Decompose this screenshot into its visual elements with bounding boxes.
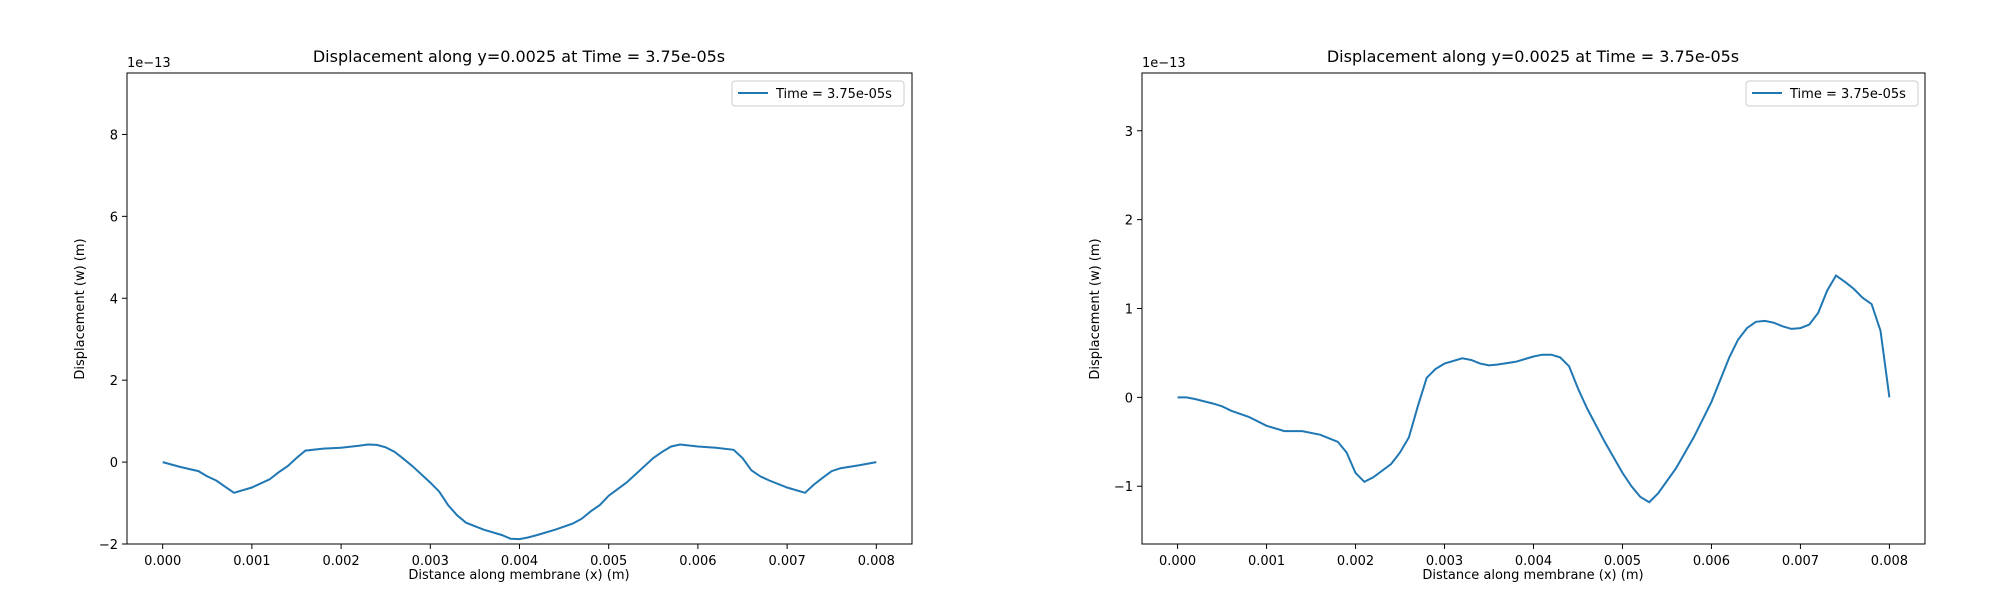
y-tick-label: 4 <box>110 292 118 307</box>
x-tick-label: 0.002 <box>322 554 359 569</box>
y-tick-label: 8 <box>110 128 118 143</box>
y-axis-label: Displacement (w) (m) <box>73 238 88 379</box>
x-tick-label: 0.000 <box>1159 554 1196 569</box>
y-tick-label: 0 <box>110 456 118 471</box>
y-tick-label: −1 <box>1114 480 1133 495</box>
chart-title: Displacement along y=0.0025 at Time = 3.… <box>313 47 725 66</box>
x-axis-label: Distance along membrane (x) (m) <box>408 568 629 583</box>
x-tick-label: 0.003 <box>412 554 449 569</box>
y-offset-label: 1e−13 <box>127 56 171 71</box>
chart-right: Displacement along y=0.0025 at Time = 3.… <box>1088 47 1926 583</box>
y-tick-label: 1 <box>1125 303 1133 318</box>
x-axis-label: Distance along membrane (x) (m) <box>1422 568 1643 583</box>
x-tick-label: 0.000 <box>144 554 181 569</box>
x-tick-label: 0.003 <box>1426 554 1463 569</box>
y-tick-label: 2 <box>110 374 118 389</box>
legend-box <box>1745 80 1919 107</box>
x-tick-label: 0.005 <box>590 554 627 569</box>
y-tick-label: 3 <box>1125 125 1133 140</box>
y-ticks: −2 0 2 4 6 8 <box>99 128 127 553</box>
x-tick-label: 0.006 <box>679 554 716 569</box>
x-tick-label: 0.007 <box>769 554 806 569</box>
y-tick-label: −2 <box>99 538 118 553</box>
x-tick-label: 0.008 <box>858 554 895 569</box>
y-tick-label: 0 <box>1125 391 1133 406</box>
x-tick-label: 0.005 <box>1604 554 1641 569</box>
y-ticks: −1 0 1 2 3 <box>1114 125 1142 495</box>
x-tick-label: 0.007 <box>1782 554 1819 569</box>
plot-frame <box>126 72 913 545</box>
x-tick-label: 0.006 <box>1693 554 1730 569</box>
y-offset-label: 1e−13 <box>1142 56 1186 71</box>
y-axis-label-group: Displacement (w) (m) <box>73 238 88 379</box>
plot-frame <box>1141 72 1926 545</box>
legend: Time = 3.75e-05s <box>731 80 905 107</box>
y-axis-label-group: Displacement (w) (m) <box>1088 238 1103 379</box>
x-tick-label: 0.004 <box>501 554 538 569</box>
legend-label: Time = 3.75e-05s <box>775 87 892 102</box>
legend: Time = 3.75e-05s <box>1745 80 1919 107</box>
x-tick-label: 0.001 <box>1248 554 1285 569</box>
series-line <box>1177 274 1891 504</box>
x-ticks: 0.000 0.001 0.002 0.003 0.004 0.005 0.006 0.007… <box>1159 544 1908 569</box>
x-tick-label: 0.004 <box>1515 554 1552 569</box>
x-tick-label: 0.002 <box>1337 554 1374 569</box>
y-tick-label: 6 <box>110 210 118 225</box>
chart-left: Displacement along y=0.0025 at Time = 3.… <box>73 47 913 583</box>
x-tick-label: 0.008 <box>1871 554 1908 569</box>
x-ticks: 0.000 0.001 0.002 0.003 0.004 0.005 0.006 0.007… <box>144 544 895 569</box>
legend-box <box>731 80 905 107</box>
legend-label: Time = 3.75e-05s <box>1789 87 1906 102</box>
x-tick-label: 0.001 <box>233 554 270 569</box>
y-axis-label: Displacement (w) (m) <box>1088 238 1103 379</box>
chart-title: Displacement along y=0.0025 at Time = 3.… <box>1327 47 1739 66</box>
series-line <box>162 443 877 541</box>
y-tick-label: 2 <box>1125 214 1133 229</box>
